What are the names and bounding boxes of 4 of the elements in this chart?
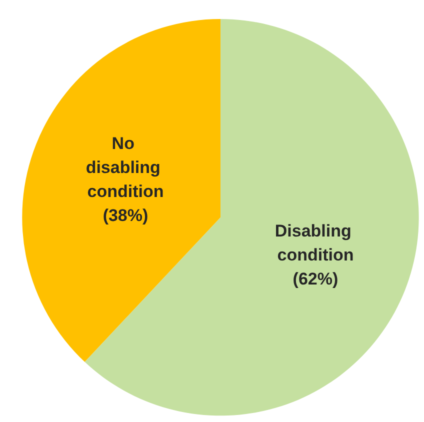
slice-label: No disabling condition [86,134,166,202]
data-label: (38%) [102,206,148,226]
slice-label: Disabling condition [274,221,356,264]
data-label: (62%) [292,269,338,288]
